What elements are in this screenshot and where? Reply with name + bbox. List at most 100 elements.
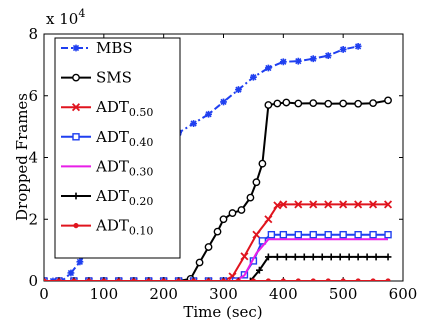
data-point-sms <box>354 99 363 108</box>
data-point-adt-020 <box>309 253 317 261</box>
data-point-adt-010 <box>71 278 77 281</box>
series-adt-030 <box>44 238 388 281</box>
data-point-adt-010 <box>370 278 376 281</box>
data-point-sms <box>339 99 348 108</box>
data-point-adt-010 <box>205 278 212 281</box>
x-tick-label: 300 <box>209 285 238 303</box>
data-point-mbs <box>250 73 257 81</box>
data-point-adt-040 <box>309 230 317 239</box>
data-point-mbs <box>235 86 242 93</box>
data-point-adt-040 <box>279 230 288 239</box>
x-axis-label: Time (sec) <box>183 303 262 321</box>
data-point-adt-020 <box>273 253 281 261</box>
data-point-adt-010 <box>310 278 316 281</box>
data-point-sms <box>324 99 333 108</box>
legend-marker-adt-040 <box>72 133 80 141</box>
legend-marker-sms <box>72 73 80 82</box>
legend: MBS SMS ADT0.50 ADT0.40 ADT0.30 ADT0.20 ADT0.1… <box>54 37 181 259</box>
legend-marker-adt-020 <box>72 192 80 200</box>
data-point-adt-050 <box>273 201 282 210</box>
data-point-adt-040 <box>294 230 302 239</box>
data-point-sms <box>264 101 273 109</box>
data-point-sms <box>294 99 303 108</box>
data-point-mbs <box>220 98 227 106</box>
y-multiplier: x 104 <box>46 7 85 28</box>
data-point-adt-020 <box>354 253 362 261</box>
y-axis-label: Dropped Frames <box>13 93 31 221</box>
y-tick-label: 8 <box>28 25 38 43</box>
data-point-adt-020 <box>282 253 290 261</box>
data-point-sms <box>252 178 261 187</box>
data-point-mbs <box>354 42 362 50</box>
series-adt-010 <box>44 278 391 281</box>
data-point-sms <box>219 215 228 224</box>
data-point-adt-010 <box>280 278 286 281</box>
data-point-adt-050 <box>369 200 378 209</box>
legend-label-adt-020: ADT0.20 <box>95 187 153 208</box>
data-point-adt-020 <box>363 253 371 261</box>
legend-label-sms: SMS <box>96 69 132 87</box>
data-point-adt-020 <box>256 266 263 274</box>
data-point-adt-020 <box>264 253 272 261</box>
legend-marker-mbs <box>72 44 80 52</box>
data-point-sms <box>309 99 318 108</box>
y-tick-label: 0 <box>28 272 38 290</box>
legend-marker-adt-050 <box>71 103 81 112</box>
data-point-adt-010 <box>116 278 122 281</box>
data-point-adt-040 <box>258 237 267 245</box>
data-point-mbs <box>67 269 75 277</box>
data-point-adt-010 <box>190 278 197 281</box>
data-point-adt-050 <box>279 200 288 209</box>
data-point-adt-010 <box>235 278 242 281</box>
data-point-sms <box>246 193 255 202</box>
data-point-adt-040 <box>324 230 332 239</box>
data-point-adt-040 <box>369 230 377 239</box>
data-point-adt-020 <box>247 277 254 281</box>
legend-label-adt-040: ADT0.40 <box>95 128 153 149</box>
data-point-adt-010 <box>340 278 346 281</box>
data-point-adt-010 <box>161 278 167 281</box>
data-point-adt-040 <box>384 230 392 239</box>
data-point-adt-040 <box>354 230 362 239</box>
x-tick-label: 100 <box>90 285 119 303</box>
x-tick-label: 400 <box>269 285 298 303</box>
data-point-adt-020 <box>327 253 335 261</box>
series-line-adt-030 <box>44 238 388 281</box>
data-point-adt-050 <box>354 200 363 209</box>
y-multiplier-base: x 10 <box>46 10 78 28</box>
data-point-adt-020 <box>300 253 308 261</box>
data-point-sms <box>369 99 377 108</box>
data-point-adt-050 <box>339 200 348 209</box>
data-point-mbs <box>324 52 332 60</box>
data-point-adt-020 <box>336 253 344 261</box>
data-point-adt-020 <box>372 253 380 261</box>
data-point-adt-010 <box>86 278 92 281</box>
series-line-adt-050 <box>44 203 388 281</box>
data-point-adt-010 <box>265 278 272 281</box>
data-point-mbs <box>309 55 317 63</box>
series-layer <box>44 42 393 281</box>
data-point-mbs <box>205 110 212 118</box>
data-point-adt-010 <box>175 278 182 281</box>
data-point-sms <box>213 227 222 236</box>
data-point-sms <box>228 209 237 217</box>
y-tick-label: 2 <box>28 210 38 228</box>
data-point-sms <box>384 96 392 105</box>
data-point-mbs <box>339 46 347 53</box>
data-point-adt-040 <box>267 230 276 239</box>
data-point-sms <box>258 159 267 168</box>
data-point-adt-010 <box>131 278 137 281</box>
data-point-adt-050 <box>324 200 333 209</box>
data-point-mbs <box>279 58 287 66</box>
data-point-adt-010 <box>325 278 331 281</box>
data-point-adt-020 <box>318 253 326 261</box>
data-point-adt-020 <box>345 253 353 261</box>
legend-label-adt-030: ADT0.30 <box>95 157 153 178</box>
legend-label-adt-010: ADT0.10 <box>95 217 153 238</box>
data-point-sms <box>282 98 291 107</box>
data-point-mbs <box>76 258 84 266</box>
data-point-adt-010 <box>56 278 62 281</box>
x-tick-label: 200 <box>149 285 178 303</box>
data-point-sms <box>237 206 246 214</box>
